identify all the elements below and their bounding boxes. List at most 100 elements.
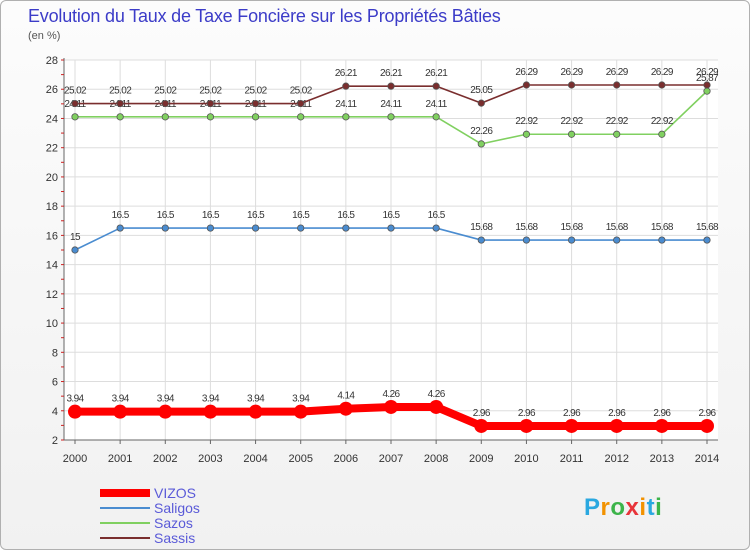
data-point-vizos [519,418,534,433]
y-tick-label: 22 [46,143,58,155]
data-point-saligos [432,224,440,232]
x-tick-label: 2005 [288,453,312,465]
data-label-saligos: 16.5 [382,210,400,221]
data-point-saligos [567,236,576,244]
y-tick-label: 24 [46,113,58,125]
data-point-sazos [297,113,305,121]
data-point-sassis [703,81,711,89]
data-point-vizos [429,399,444,414]
data-point-saligos [251,224,260,232]
data-label-sassis: 25.02 [199,86,222,97]
data-label-vizos: 4.26 [382,389,400,400]
data-point-vizos [609,418,624,433]
data-label-vizos: 2.96 [608,408,626,419]
data-label-vizos: 2.96 [473,408,491,419]
data-point-sassis [432,82,440,90]
data-point-saligos [342,224,350,232]
data-point-sassis [387,82,395,90]
data-point-sassis [477,99,485,107]
data-point-saligos [477,236,485,244]
data-point-sazos [658,130,666,138]
data-point-sazos [387,113,395,121]
data-label-saligos: 15.68 [515,222,538,233]
data-point-sassis [297,99,305,108]
data-label-saligos: 16.5 [337,210,355,221]
data-label-sassis: 25.02 [64,86,87,97]
data-point-sazos [703,87,711,95]
y-tick-label: 6 [52,377,58,389]
data-label-vizos: 3.94 [112,394,130,405]
data-point-sazos [613,130,621,138]
data-point-sazos [567,130,576,138]
data-label-sazos: 22.92 [561,116,584,127]
data-label-sazos: 25.87 [696,73,719,84]
logo-letter: r [600,494,611,521]
data-point-vizos [384,399,398,414]
data-label-sassis: 25.02 [290,86,313,97]
data-label-saligos: 16.5 [247,210,265,221]
data-label-saligos: 16.5 [428,210,446,221]
data-label-sassis: 26.29 [515,67,538,78]
data-point-saligos [71,246,79,254]
data-point-vizos [68,404,82,419]
x-tick-label: 2006 [334,453,358,465]
x-tick-label: 2007 [379,453,403,465]
data-label-saligos: 16.5 [112,210,130,221]
data-label-vizos: 2.96 [563,408,581,419]
data-point-saligos [161,224,169,232]
data-point-vizos [338,401,353,416]
y-tick-label: 28 [46,55,58,67]
x-tick-label: 2011 [560,453,584,465]
data-label-sazos: 22.92 [606,116,629,127]
data-label-sassis: 26.29 [696,67,719,78]
data-label-vizos: 2.96 [653,408,671,419]
data-label-saligos: 15.68 [606,222,629,233]
data-label-vizos: 3.94 [157,394,175,405]
data-label-sassis: 26.29 [606,67,629,78]
logo-letter: x [625,494,640,521]
data-point-sazos [161,113,169,121]
chart-title: Evolution du Taux de Taxe Foncière sur l… [28,6,501,26]
data-label-vizos: 3.94 [247,394,265,405]
data-label-saligos: 15.68 [470,222,493,233]
data-label-vizos: 3.94 [202,394,220,405]
data-point-saligos [297,224,305,232]
data-point-sassis [161,99,169,108]
data-point-vizos [474,418,489,433]
data-label-sassis: 26.29 [651,67,674,78]
legend-label-saligos: Saligos [154,500,200,516]
data-point-vizos [700,418,714,433]
logo-letter: t [646,494,656,521]
x-tick-label: 2009 [469,453,493,465]
data-point-saligos [387,224,395,232]
data-point-sazos [251,113,260,121]
logo-letter: i [639,494,647,521]
data-label-saligos: 16.5 [202,210,220,221]
data-point-sazos [522,130,531,138]
data-label-saligos: 15.68 [696,222,719,233]
x-tick-label: 2010 [514,453,538,465]
data-label-sassis: 25.05 [470,85,493,96]
y-tick-label: 2 [52,435,58,447]
y-tick-label: 4 [52,406,58,418]
data-point-saligos [116,224,124,232]
data-label-saligos: 16.5 [292,210,310,221]
data-label-saligos: 15.68 [651,222,674,233]
data-point-vizos [293,404,308,419]
data-label-saligos: 15.68 [561,222,584,233]
data-label-sassis: 26.21 [380,68,403,79]
y-tick-label: 8 [52,347,58,359]
x-tick-label: 2008 [424,453,448,465]
y-tick-label: 10 [46,318,58,330]
data-label-sazos: 22.26 [470,126,493,137]
x-tick-label: 2001 [108,453,132,465]
data-label-vizos: 4.14 [337,391,355,402]
data-point-saligos [658,236,666,244]
data-point-saligos [522,236,531,244]
data-point-sassis [342,82,350,90]
data-label-vizos: 3.94 [292,394,310,405]
data-point-vizos [248,404,263,419]
data-point-sassis [71,99,79,108]
data-label-sazos: 24.11 [335,99,357,110]
